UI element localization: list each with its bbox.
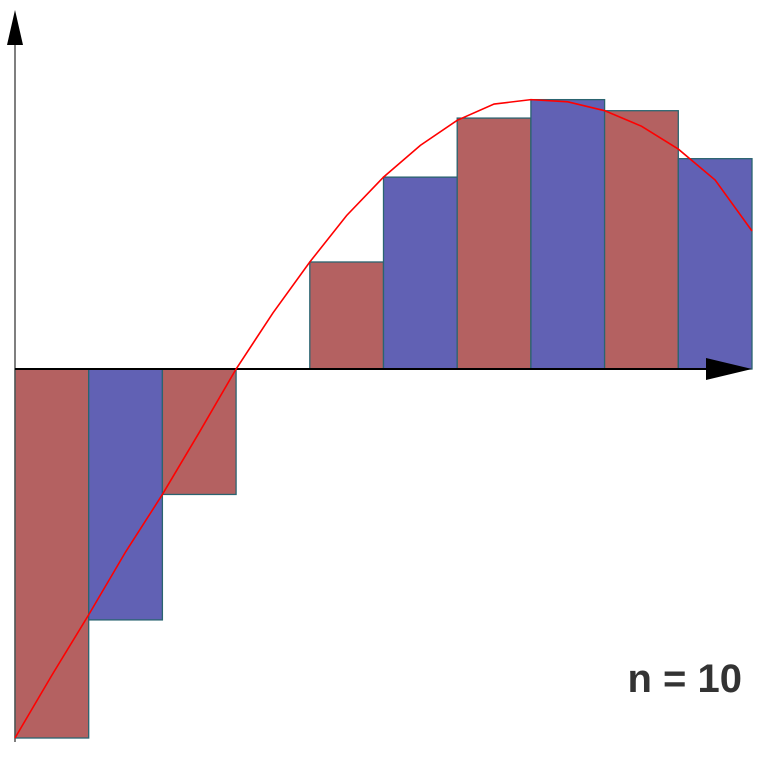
riemann-bar-5 xyxy=(309,261,385,370)
bars-group xyxy=(14,98,753,739)
function-curve xyxy=(14,98,753,739)
riemann-bar-10 xyxy=(677,158,753,370)
x-axis-arrow xyxy=(706,358,752,380)
riemann-bar-9 xyxy=(603,110,679,370)
riemann-bar-2 xyxy=(88,368,164,621)
riemann-bar-8 xyxy=(530,98,606,370)
riemann-bar-1 xyxy=(14,368,90,739)
axes-group xyxy=(7,10,752,742)
riemann-bar-7 xyxy=(456,117,532,370)
n-label: n = 10 xyxy=(627,657,742,701)
y-axis-arrow xyxy=(7,10,23,45)
riemann-bar-6 xyxy=(382,176,458,370)
